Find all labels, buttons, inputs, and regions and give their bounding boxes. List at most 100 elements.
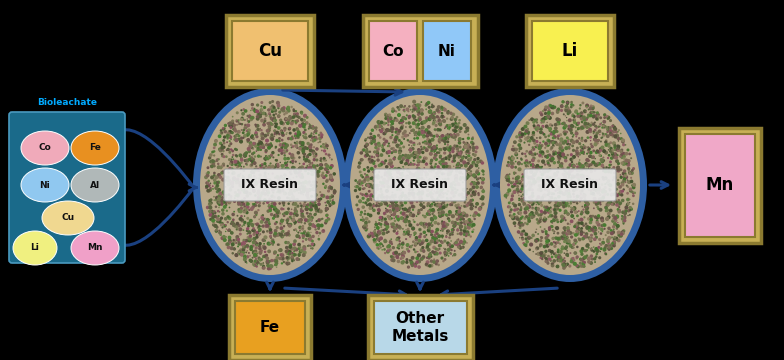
Point [318,156,330,161]
Point [398,250,411,256]
Point [308,144,321,150]
Point [436,255,448,261]
Point [321,179,333,184]
Point [573,159,586,165]
Point [572,172,584,178]
Point [386,184,398,189]
Point [572,113,585,119]
Point [430,152,442,158]
Point [546,220,559,226]
Point [230,118,243,124]
Point [373,230,386,236]
Point [592,190,604,195]
Point [401,160,414,166]
Point [297,147,310,152]
Point [466,197,479,203]
Point [522,198,535,204]
Point [608,239,620,245]
Point [418,248,430,254]
Point [270,138,283,144]
Point [424,159,437,165]
Point [551,225,564,231]
Point [590,251,603,257]
Point [229,190,241,195]
Point [462,171,474,176]
Point [534,224,546,230]
Point [554,207,566,213]
Point [231,178,244,184]
Point [369,190,382,195]
Point [553,150,565,156]
Point [440,161,452,166]
Point [557,112,570,117]
Point [275,150,288,156]
Point [232,237,245,242]
Point [281,116,293,122]
Point [366,205,379,211]
Point [461,186,474,192]
Point [516,175,528,180]
Point [552,150,564,156]
Point [456,155,469,161]
Point [568,120,581,125]
Point [585,103,597,109]
Point [457,147,470,152]
Point [301,243,314,249]
Point [230,153,242,158]
Point [501,177,514,183]
Point [302,213,314,219]
Point [596,125,608,131]
Point [320,166,332,172]
Point [617,221,630,226]
Point [550,203,563,209]
Point [564,201,577,206]
Point [562,203,575,209]
Point [426,163,438,169]
Point [579,177,592,183]
Point [384,209,397,215]
Point [448,131,461,137]
Point [400,124,412,130]
Point [211,158,223,163]
Point [506,193,519,199]
Point [558,210,571,216]
Point [423,182,436,188]
Point [357,204,369,210]
Point [383,153,395,159]
Point [383,243,395,249]
Point [597,148,610,154]
Point [428,259,441,265]
Point [205,152,217,158]
Point [437,137,449,143]
Point [546,261,558,266]
Point [605,246,618,251]
Point [552,190,564,196]
Point [363,219,376,225]
Point [219,199,231,204]
Point [393,224,405,230]
Point [599,181,612,187]
Point [275,232,288,238]
Point [284,211,296,217]
Point [536,229,549,235]
Point [595,231,608,237]
Point [223,234,235,239]
Point [513,230,525,235]
Point [581,121,593,127]
Point [262,188,274,194]
Point [433,189,445,195]
Point [549,171,561,177]
Point [416,245,429,251]
Point [541,181,554,187]
Point [404,169,416,175]
Point [506,155,519,161]
Point [313,217,325,223]
Point [566,244,579,250]
Point [276,234,289,239]
Point [575,211,588,217]
Point [238,107,250,112]
Point [325,163,338,169]
Point [376,144,389,150]
Point [394,242,406,248]
Point [513,148,525,154]
